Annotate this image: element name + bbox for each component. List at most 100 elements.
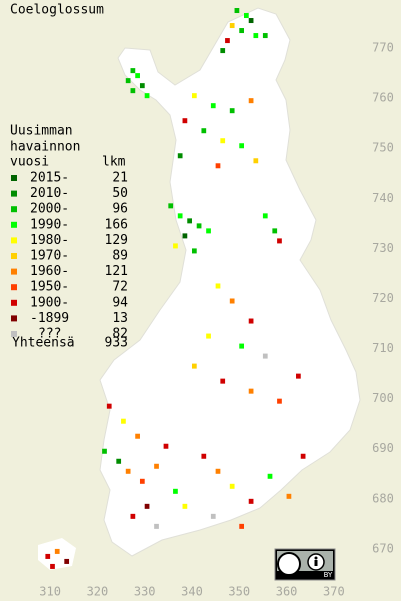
legend-label: 1990- [30, 217, 69, 232]
observation-square [182, 503, 188, 509]
observation-square [229, 483, 235, 489]
observation-square [163, 443, 169, 449]
observation-square [262, 33, 268, 39]
y-tick-label: 670 [372, 541, 394, 555]
observation-square [130, 68, 136, 74]
observation-square [116, 458, 122, 464]
total-label: Yhteensä [12, 336, 75, 351]
observation-square [215, 283, 221, 289]
legend-label: 1970- [30, 249, 69, 264]
legend-label: 2010- [30, 186, 69, 201]
license-text: BY [324, 571, 333, 579]
legend-count: 72 [112, 280, 128, 295]
license-badge: BY [274, 548, 336, 581]
legend-count: 82 [112, 327, 128, 342]
observation-square [125, 468, 131, 474]
legend-swatch [11, 253, 17, 259]
observation-square [168, 203, 174, 209]
observation-square [201, 453, 207, 459]
observation-square [253, 158, 259, 164]
legend-header: havainnon [10, 140, 80, 155]
observation-square [248, 18, 254, 24]
observation-square [102, 448, 107, 454]
legend-label: 1960- [30, 264, 69, 279]
y-tick-label: 770 [372, 41, 394, 55]
legend-label: 2015- [30, 171, 69, 186]
observation-square [64, 558, 70, 564]
observation-square [139, 83, 145, 89]
observation-square [54, 548, 60, 554]
observation-square [220, 138, 226, 144]
y-tick-label: 690 [372, 441, 394, 455]
observation-square [125, 78, 131, 84]
observation-square [191, 363, 197, 369]
legend-count: 21 [112, 171, 128, 186]
legend-swatch [11, 221, 17, 228]
observation-square [244, 13, 249, 19]
observation-square [177, 213, 183, 219]
observation-square [300, 453, 306, 459]
observation-square [210, 513, 216, 519]
observation-square [177, 153, 183, 159]
observation-square [106, 403, 112, 409]
count-header: lkm [102, 155, 126, 170]
legend-swatch [11, 315, 17, 322]
legend-header: vuosi [10, 155, 49, 170]
legend-count: 96 [112, 202, 128, 217]
observation-square [144, 93, 150, 99]
x-tick-label: 370 [323, 585, 345, 599]
legend-header: Uusimman [10, 124, 73, 139]
observation-square [215, 163, 221, 169]
y-tick-label: 730 [372, 241, 394, 255]
y-tick-label: 710 [372, 341, 394, 355]
legend-count: 89 [112, 249, 128, 264]
map-title: Coeloglossum [10, 3, 104, 18]
x-tick-label: 350 [228, 585, 250, 599]
y-tick-label: 760 [372, 91, 394, 105]
legend-label: ??? [38, 327, 61, 342]
legend-swatch [11, 237, 17, 244]
observation-square [182, 233, 188, 239]
observation-square [296, 373, 301, 379]
observation-square [45, 553, 51, 559]
observation-square [239, 523, 245, 529]
legend-swatch [11, 331, 17, 337]
observation-square [239, 28, 245, 34]
legend-count: 50 [112, 186, 128, 201]
observation-square [135, 433, 140, 439]
x-tick-label: 340 [181, 585, 203, 599]
observation-square [267, 473, 273, 479]
observation-square [182, 118, 188, 124]
x-tick-label: 310 [39, 585, 61, 599]
observation-square [215, 468, 221, 474]
observation-square [229, 108, 235, 114]
observation-square [248, 388, 254, 394]
observation-square [130, 513, 136, 519]
observation-square [248, 98, 254, 104]
finland-outline [99, 7, 361, 557]
legend-swatch [11, 284, 17, 291]
x-tick-label: 330 [134, 585, 156, 599]
total-count: 933 [105, 336, 128, 351]
observation-square [139, 478, 145, 484]
observation-square [206, 228, 211, 234]
observation-square [191, 248, 197, 254]
observation-square [173, 488, 178, 494]
legend-count: 129 [105, 233, 128, 248]
observation-square [248, 498, 254, 504]
observation-square [206, 333, 211, 339]
observation-square [262, 213, 268, 219]
observation-square [262, 353, 268, 359]
observation-square [196, 223, 202, 229]
legend-count: 13 [112, 311, 128, 326]
observation-square [248, 318, 254, 324]
legend-count: 121 [105, 264, 128, 279]
observation-square [201, 128, 207, 134]
legend-swatch [11, 206, 17, 213]
observation-square [239, 143, 245, 149]
observation-square [277, 238, 282, 244]
observation-square [154, 463, 159, 469]
y-tick-label: 680 [372, 491, 394, 505]
observation-square [50, 563, 55, 569]
legend-count: 166 [105, 217, 128, 232]
